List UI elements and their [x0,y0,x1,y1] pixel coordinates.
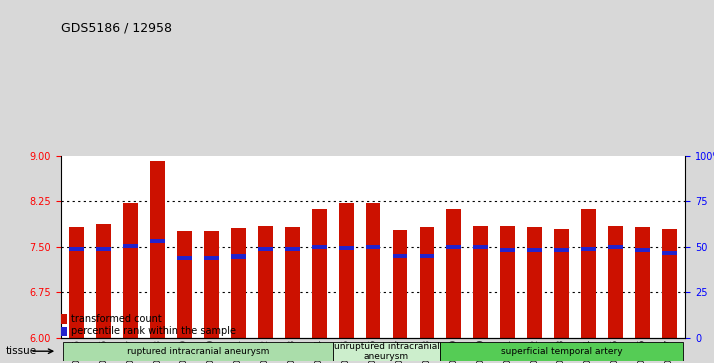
Bar [204,256,219,260]
Bar [393,254,408,258]
Bar [258,226,273,338]
Bar [285,246,300,251]
Bar [150,239,165,243]
Bar [635,248,650,252]
Bar [527,228,542,338]
Bar [608,226,623,338]
Text: ruptured intracranial aneurysm: ruptured intracranial aneurysm [127,347,269,356]
Bar [420,254,434,258]
Bar [150,161,165,338]
Bar [446,245,461,249]
Bar [501,248,515,252]
FancyBboxPatch shape [441,342,683,361]
Bar [635,228,650,338]
Bar [608,245,623,249]
Text: unruptured intracranial
aneurysm: unruptured intracranial aneurysm [333,342,439,361]
Bar [69,246,84,251]
Bar [662,251,677,255]
Bar [554,248,569,252]
Bar [124,244,138,248]
FancyBboxPatch shape [64,342,333,361]
Bar [393,230,408,338]
Bar [204,231,219,338]
Bar [285,228,300,338]
Text: GDS5186 / 12958: GDS5186 / 12958 [61,22,171,35]
Bar [662,229,677,338]
Bar [96,224,111,338]
Bar [338,203,353,338]
Text: transformed count: transformed count [71,314,162,324]
Bar [473,245,488,249]
Bar [61,327,67,336]
Text: tissue: tissue [6,346,37,356]
Bar [366,245,381,249]
Bar [231,254,246,258]
Bar [61,314,67,324]
Bar [69,228,84,338]
Bar [473,226,488,338]
Bar [338,246,353,250]
Text: percentile rank within the sample: percentile rank within the sample [71,326,236,337]
Bar [366,203,381,338]
Bar [501,226,515,338]
Bar [96,247,111,251]
FancyBboxPatch shape [333,342,441,361]
Bar [231,228,246,338]
Bar [554,229,569,338]
Bar [124,203,138,338]
Bar [312,209,326,338]
Text: superficial temporal artery: superficial temporal artery [501,347,623,356]
Bar [177,231,192,338]
Bar [581,246,596,251]
Bar [581,209,596,338]
Bar [420,228,434,338]
Bar [527,248,542,252]
Bar [312,245,326,249]
Bar [446,209,461,338]
Bar [177,256,192,260]
Bar [258,246,273,251]
